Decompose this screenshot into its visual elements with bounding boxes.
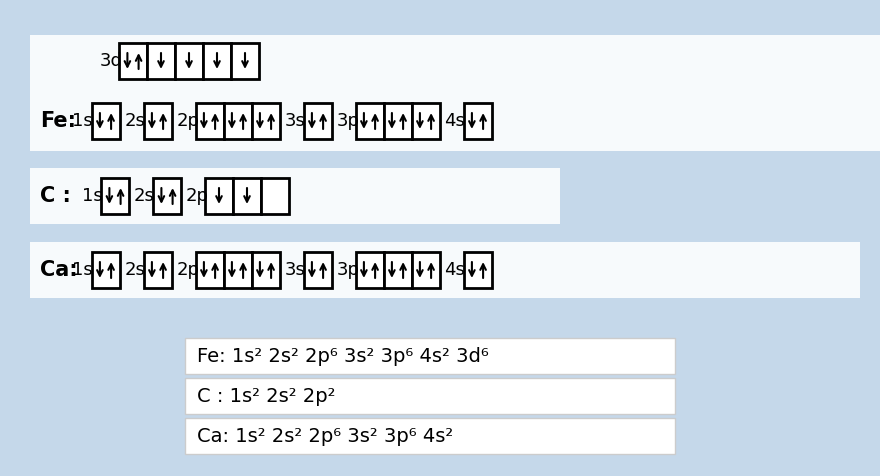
Bar: [205, 178, 233, 214]
Text: 3d: 3d: [100, 52, 123, 70]
Text: C : 1s² 2s² 2p²: C : 1s² 2s² 2p²: [197, 387, 335, 406]
Bar: [224, 252, 252, 288]
Bar: [304, 252, 332, 288]
Bar: [384, 252, 412, 288]
Text: 2s: 2s: [134, 187, 155, 205]
Text: 2p: 2p: [177, 112, 200, 130]
Text: Ca: 1s² 2s² 2p⁶ 3s² 3p⁶ 4s²: Ca: 1s² 2s² 2p⁶ 3s² 3p⁶ 4s²: [197, 426, 453, 446]
Text: Fe:: Fe:: [40, 111, 76, 131]
Bar: [153, 178, 181, 214]
Bar: [412, 103, 439, 139]
Bar: [231, 43, 259, 79]
Text: 1s: 1s: [72, 261, 93, 279]
Text: 2s: 2s: [124, 261, 145, 279]
Text: 3s: 3s: [284, 112, 305, 130]
Text: 4s: 4s: [444, 261, 466, 279]
Bar: [185, 338, 675, 374]
Bar: [92, 103, 120, 139]
Bar: [464, 103, 492, 139]
Text: 3p: 3p: [336, 112, 360, 130]
Bar: [143, 252, 172, 288]
Bar: [224, 103, 252, 139]
Bar: [195, 252, 224, 288]
Text: 3p: 3p: [336, 261, 360, 279]
Bar: [185, 418, 675, 454]
Bar: [412, 252, 439, 288]
Text: Ca:: Ca:: [40, 260, 77, 280]
Bar: [101, 178, 129, 214]
Text: 2p: 2p: [177, 261, 200, 279]
Bar: [195, 103, 224, 139]
Bar: [252, 252, 280, 288]
Bar: [261, 178, 289, 214]
Text: 2s: 2s: [124, 112, 145, 130]
Bar: [119, 43, 147, 79]
Bar: [30, 242, 860, 298]
Text: 2p: 2p: [186, 187, 209, 205]
Text: 4s: 4s: [444, 112, 466, 130]
Bar: [356, 252, 384, 288]
Text: 1s: 1s: [72, 112, 93, 130]
Text: 3s: 3s: [284, 261, 305, 279]
Bar: [203, 43, 231, 79]
Bar: [175, 43, 203, 79]
Bar: [356, 103, 384, 139]
Bar: [464, 252, 492, 288]
Bar: [143, 103, 172, 139]
Bar: [252, 103, 280, 139]
Text: Fe: 1s² 2s² 2p⁶ 3s² 3p⁶ 4s² 3d⁶: Fe: 1s² 2s² 2p⁶ 3s² 3p⁶ 4s² 3d⁶: [197, 347, 488, 366]
Bar: [304, 103, 332, 139]
Text: C :: C :: [40, 186, 78, 206]
Bar: [233, 178, 261, 214]
Bar: [30, 168, 560, 224]
Bar: [384, 103, 412, 139]
Bar: [185, 378, 675, 414]
Text: 1s: 1s: [82, 187, 103, 205]
Bar: [92, 252, 120, 288]
Bar: [30, 35, 880, 151]
Bar: [147, 43, 175, 79]
